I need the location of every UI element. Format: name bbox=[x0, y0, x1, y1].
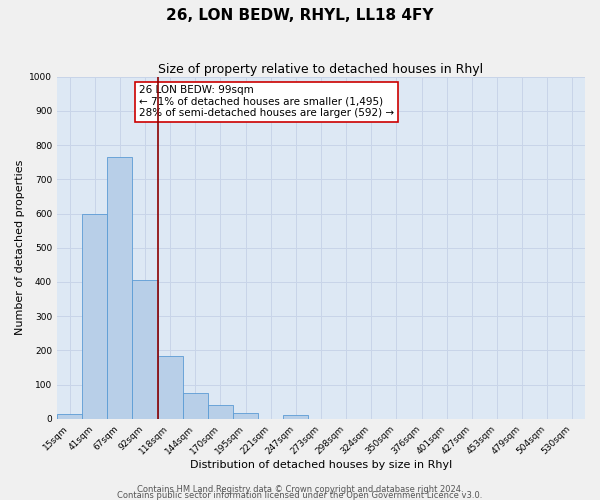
Title: Size of property relative to detached houses in Rhyl: Size of property relative to detached ho… bbox=[158, 62, 484, 76]
Bar bbox=[57, 414, 82, 419]
Bar bbox=[107, 157, 133, 419]
Text: Contains public sector information licensed under the Open Government Licence v3: Contains public sector information licen… bbox=[118, 490, 482, 500]
Text: Contains HM Land Registry data © Crown copyright and database right 2024.: Contains HM Land Registry data © Crown c… bbox=[137, 484, 463, 494]
Bar bbox=[82, 214, 107, 419]
Bar bbox=[158, 356, 183, 419]
Bar bbox=[208, 405, 233, 419]
Bar bbox=[233, 412, 258, 419]
Text: 26 LON BEDW: 99sqm
← 71% of detached houses are smaller (1,495)
28% of semi-deta: 26 LON BEDW: 99sqm ← 71% of detached hou… bbox=[139, 85, 394, 118]
Y-axis label: Number of detached properties: Number of detached properties bbox=[15, 160, 25, 336]
X-axis label: Distribution of detached houses by size in Rhyl: Distribution of detached houses by size … bbox=[190, 460, 452, 470]
Text: 26, LON BEDW, RHYL, LL18 4FY: 26, LON BEDW, RHYL, LL18 4FY bbox=[166, 8, 434, 22]
Bar bbox=[183, 393, 208, 419]
Bar bbox=[133, 280, 158, 419]
Bar bbox=[283, 416, 308, 419]
